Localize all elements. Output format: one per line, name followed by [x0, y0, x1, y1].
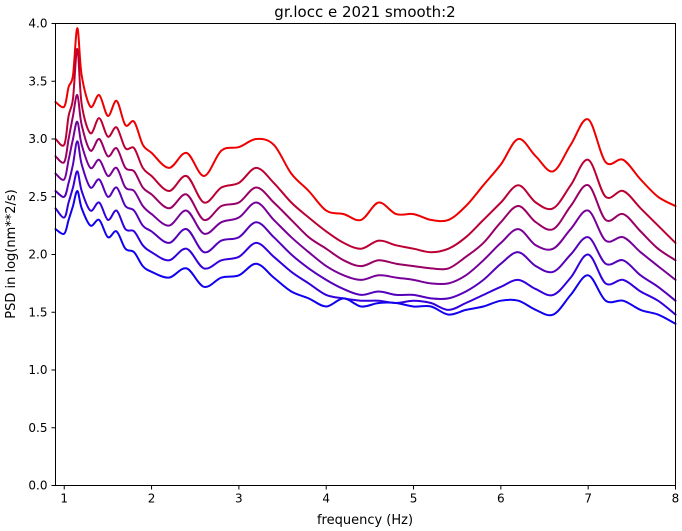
x-tick-label: 4 — [322, 492, 330, 506]
y-tick-label: 3.0 — [28, 132, 47, 146]
y-axis-label: PSD in log(nm**2/s) — [4, 189, 19, 319]
y-tick-label: 3.5 — [28, 74, 47, 88]
series-line-7 — [54, 189, 677, 325]
series-line-5 — [54, 140, 677, 302]
series-line-3 — [54, 94, 677, 271]
y-tick-label: 2.5 — [28, 190, 47, 204]
y-tick-label: 4.0 — [28, 17, 47, 31]
y-tick-label: 1.5 — [28, 305, 47, 319]
y-tick-label: 0.0 — [28, 479, 47, 493]
series-line-1 — [54, 27, 677, 223]
x-tick-label: 8 — [672, 492, 680, 506]
series-line-2 — [54, 47, 677, 254]
y-tick-label: 1.0 — [28, 363, 47, 377]
x-tick-label: 1 — [60, 492, 68, 506]
x-tick-label: 7 — [584, 492, 592, 506]
series-line-6 — [54, 170, 677, 316]
x-tick-label: 5 — [410, 492, 418, 506]
ticks-layer: 1 2 3 4 5 6 7 8 0.0 0.5 1.0 1.5 2.0 2.5 3.0 3.5 4.0 — [28, 17, 679, 506]
series-line-4 — [54, 120, 677, 286]
series-layer — [54, 27, 677, 325]
y-tick-label: 0.5 — [28, 421, 47, 435]
x-tick-label: 3 — [235, 492, 243, 506]
x-tick-label: 2 — [148, 492, 156, 506]
x-axis-label: frequency (Hz) — [317, 513, 413, 528]
x-tick-label: 6 — [497, 492, 505, 506]
plot-frame — [55, 23, 676, 486]
chart-title: gr.locc e 2021 smooth:2 — [274, 3, 455, 21]
y-tick-label: 2.0 — [28, 248, 47, 262]
